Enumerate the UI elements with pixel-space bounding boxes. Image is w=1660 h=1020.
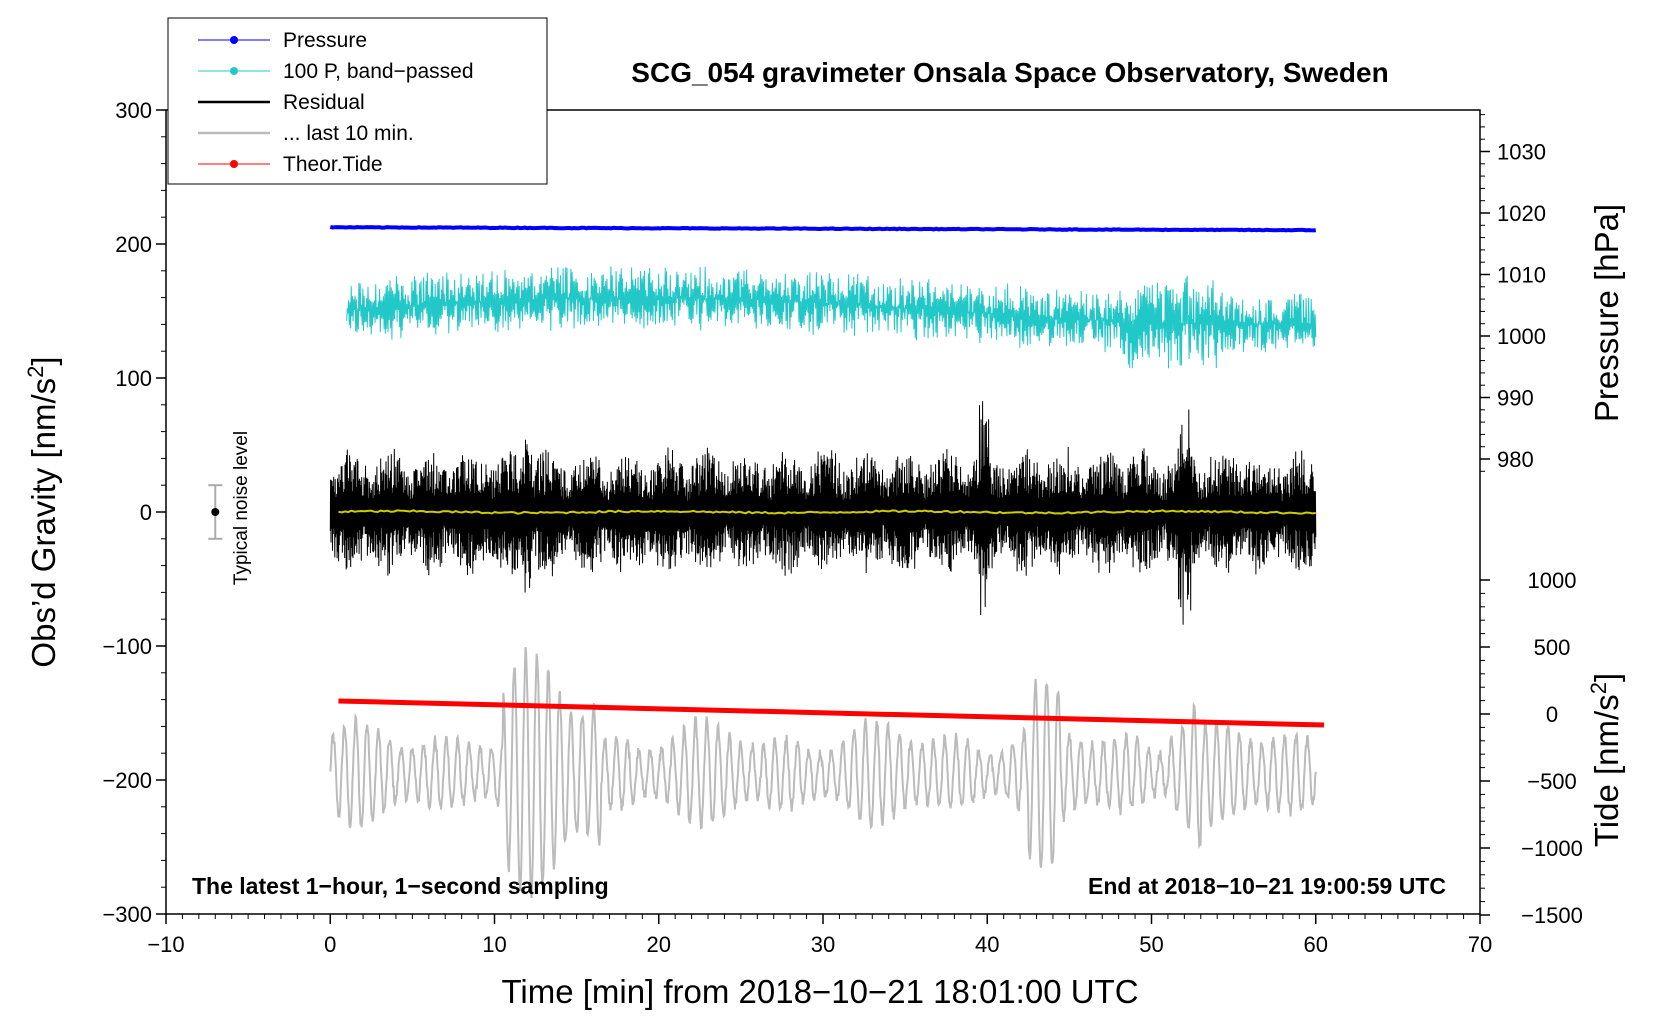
annotation-sampling: The latest 1−hour, 1−second sampling bbox=[192, 873, 609, 899]
tide-tick-label: −1000 bbox=[1521, 836, 1583, 861]
y-axis-label-pressure: Pressure [hPa] bbox=[1588, 204, 1625, 422]
mean-line bbox=[338, 509, 1316, 515]
x-tick-label: 70 bbox=[1468, 932, 1492, 957]
y-axis-label-tide-sup: 2 bbox=[1586, 682, 1611, 694]
annotation-end-time: End at 2018−10−21 19:00:59 UTC bbox=[1088, 873, 1446, 899]
x-tick-label: 60 bbox=[1304, 932, 1328, 957]
noise-level-label: Typical noise level bbox=[231, 431, 252, 585]
legend-marker bbox=[230, 36, 238, 44]
noise-point bbox=[211, 508, 220, 516]
legend-label: Theor.Tide bbox=[283, 153, 383, 176]
pressure-tick-label: 1020 bbox=[1497, 201, 1546, 226]
pressure-tick-label: 990 bbox=[1497, 386, 1534, 411]
x-tick-label: 0 bbox=[324, 932, 336, 957]
series-theor-tide-line bbox=[338, 698, 1325, 728]
legend-label: Pressure bbox=[283, 29, 367, 52]
y-axis-label-tide-text: Tide [nm/s bbox=[1588, 694, 1625, 847]
series-layer bbox=[329, 224, 1325, 899]
tide-tick-label: −1500 bbox=[1521, 903, 1583, 928]
y-tick-label: −100 bbox=[102, 634, 152, 659]
axes-layer: −10 0 10 20 30 40 50 60 70−300−200−1000100200300… bbox=[102, 98, 1582, 957]
x-tick-label: 50 bbox=[1139, 932, 1163, 957]
y-axis-label-left: Obs’d Gravity [nm/s2] bbox=[23, 356, 62, 667]
y-tick-label: −200 bbox=[102, 768, 152, 793]
x-tick-label: 40 bbox=[975, 932, 999, 957]
pressure-tick-label: 1010 bbox=[1497, 263, 1546, 288]
series-pressure-line bbox=[329, 224, 1316, 233]
tide-tick-label: −500 bbox=[1527, 769, 1577, 794]
series-last-10-min-line bbox=[329, 647, 1317, 899]
y-axis-label-tide: Tide [nm/s2] bbox=[1586, 673, 1625, 847]
y-tick-label: 300 bbox=[115, 98, 152, 123]
y-axis-label-left-sup: 2 bbox=[23, 366, 48, 378]
pressure-tick-label: 1000 bbox=[1497, 324, 1546, 349]
series-band-passed-line bbox=[346, 266, 1317, 369]
x-tick-label: 20 bbox=[647, 932, 671, 957]
tide-tick-label: 500 bbox=[1534, 635, 1571, 660]
y-tick-label: 200 bbox=[115, 232, 152, 257]
chart-title: SCG_054 gravimeter Onsala Space Observat… bbox=[631, 57, 1388, 88]
y-tick-label: 0 bbox=[140, 500, 152, 525]
y-axis-label-left-close: ] bbox=[25, 356, 62, 365]
pressure-tick-label: 1030 bbox=[1497, 140, 1546, 165]
series-residual-line bbox=[329, 401, 1317, 625]
legend-label: Residual bbox=[283, 91, 365, 114]
y-axis-label-tide-close: ] bbox=[1588, 673, 1625, 682]
legend-label: ... last 10 min. bbox=[283, 122, 414, 145]
x-tick-label: −10 bbox=[147, 932, 184, 957]
y-axis-label-left-text: Obs’d Gravity [nm/s bbox=[25, 378, 62, 668]
legend-items: Pressure 100 P, band−passed Residual ... la… bbox=[198, 29, 474, 176]
legend: Pressure 100 P, band−passed Residual ... la… bbox=[167, 17, 548, 185]
x-axis-label: Time [min] from 2018−10−21 18:01:00 UTC bbox=[501, 973, 1138, 1010]
legend-label: 100 P, band−passed bbox=[283, 60, 474, 83]
tide-tick-label: 1000 bbox=[1528, 568, 1577, 593]
x-tick-label: 30 bbox=[811, 932, 835, 957]
legend-marker bbox=[230, 160, 238, 168]
pressure-tick-label: 980 bbox=[1497, 447, 1534, 472]
y-tick-label: −300 bbox=[102, 902, 152, 927]
legend-marker bbox=[230, 67, 238, 75]
tide-tick-label: 0 bbox=[1546, 702, 1558, 727]
y-tick-label: 100 bbox=[115, 366, 152, 391]
x-tick-label: 10 bbox=[482, 932, 506, 957]
